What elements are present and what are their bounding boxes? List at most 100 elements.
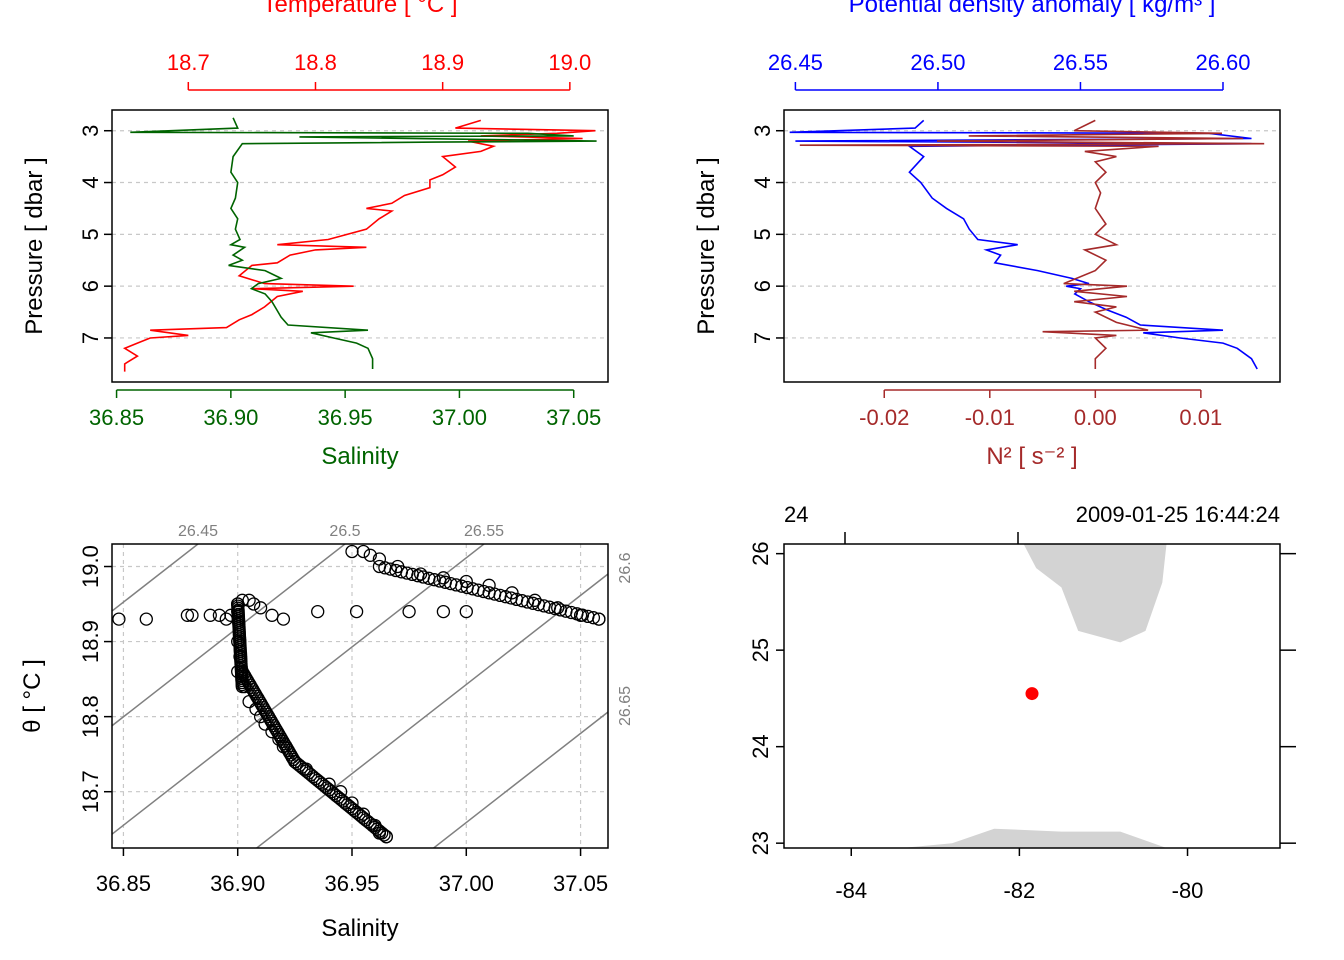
data-point — [139, 612, 153, 626]
ts-diagram-panel: 36.85 36.90 36.95 37.00 37.05 18.7 18.8 18.9 19.… — [19, 523, 634, 942]
isopycnal-label: 26.6 — [617, 552, 634, 583]
isopycnal-label: 26.5 — [329, 523, 360, 540]
top-tick-label: 26.55 — [1053, 50, 1108, 75]
plot-frame — [111, 543, 609, 849]
data-point — [363, 548, 377, 562]
bottom-tick-label: 37.00 — [432, 405, 487, 430]
y-tick-label: 3 — [78, 125, 103, 137]
series-salinity — [130, 117, 597, 369]
top-axis-title: Temperature [ °C ] — [263, 0, 458, 18]
bottom-tick-label: -0.01 — [965, 405, 1015, 430]
isopycnal-label: 26.55 — [464, 523, 504, 540]
top-tick-label: 18.8 — [294, 50, 337, 75]
x-axis-title: Salinity — [321, 915, 398, 942]
data-point — [276, 612, 291, 626]
top-tick-label: 26.45 — [768, 50, 823, 75]
data-point — [402, 604, 416, 619]
bottom-axis-title: N² [ s⁻² ] — [986, 443, 1077, 470]
profile-panel-density-n2: 3 4 5 6 7 26.45 26.50 26.55 26.60 Potential densi… — [693, 0, 1281, 470]
bottom-tick-label: 36.90 — [203, 405, 258, 430]
map-panel: -84 -82 -80 23 24 25 26 24 2009-01-25 16:44:24 — [748, 502, 1296, 903]
data-point — [377, 828, 391, 842]
y-tick-label: 19.0 — [78, 545, 103, 588]
y-tick-label: 4 — [78, 176, 103, 188]
data-point — [356, 807, 371, 821]
timestamp-label: 2009-01-25 16:44:24 — [1076, 502, 1280, 527]
isopycnal-line — [255, 573, 608, 848]
isopycnal-line — [112, 544, 347, 727]
y-tick-label: 26 — [748, 541, 773, 565]
top-left-label: 24 — [784, 502, 808, 527]
series-temperature — [122, 119, 596, 372]
data-point — [203, 608, 217, 622]
top-axis-title: Potential density anomaly [ kg/m³ ] — [849, 0, 1216, 18]
bottom-tick-label: 37.05 — [546, 405, 601, 430]
y-tick-label: 6 — [78, 280, 103, 292]
bottom-tick-label: 0.01 — [1179, 405, 1222, 430]
x-tick-label: -84 — [835, 878, 867, 903]
data-point — [311, 604, 325, 619]
isopycnal-lines — [112, 544, 608, 848]
y-tick-label: 24 — [748, 734, 773, 758]
data-point — [247, 597, 261, 611]
isopycnal-line — [432, 711, 608, 848]
data-point — [253, 601, 268, 615]
y-axis-title: Pressure [ dbar ] — [693, 157, 720, 334]
data-point — [436, 604, 451, 619]
y-tick-label: 7 — [78, 332, 103, 344]
data-point — [212, 608, 227, 622]
data-point — [592, 612, 606, 626]
y-tick-label: 18.8 — [78, 695, 103, 738]
isopycnal-line — [112, 544, 486, 836]
bottom-tick-label: 0.00 — [1074, 405, 1117, 430]
y-tick-label: 18.7 — [78, 770, 103, 813]
y-tick-label: 3 — [750, 125, 775, 137]
y-tick-label: 5 — [750, 228, 775, 240]
y-tick-label: 7 — [750, 332, 775, 344]
data-point — [356, 544, 371, 559]
data-point — [349, 604, 364, 619]
y-tick-label: 5 — [78, 228, 103, 240]
map-frame — [783, 543, 1281, 849]
isopycnal-line — [112, 544, 200, 613]
bottom-axis-title: Salinity — [321, 443, 398, 470]
data-point — [112, 612, 126, 626]
y-tick-label: 25 — [748, 638, 773, 662]
x-tick-label: 36.90 — [210, 871, 265, 896]
top-tick-label: 26.50 — [910, 50, 965, 75]
series-potential-density-anomaly — [789, 119, 1258, 370]
data-point — [185, 608, 199, 622]
x-tick-label: -82 — [1003, 878, 1035, 903]
bottom-tick-label: 36.95 — [318, 405, 373, 430]
isopycnal-label: 26.65 — [617, 686, 634, 726]
x-tick-label: 36.85 — [96, 871, 151, 896]
y-tick-label: 23 — [748, 831, 773, 855]
data-point — [180, 608, 195, 622]
y-axis-title: Pressure [ dbar ] — [21, 157, 48, 334]
series-n- — [799, 119, 1265, 369]
x-tick-label: 37.05 — [553, 871, 608, 896]
plot-frame — [783, 109, 1281, 383]
plot-frame — [111, 109, 609, 383]
scatter-points — [112, 544, 606, 844]
x-tick-label: 36.95 — [324, 871, 379, 896]
land-cuba — [901, 828, 1167, 848]
bottom-tick-label: -0.02 — [859, 405, 909, 430]
top-tick-label: 18.7 — [167, 50, 210, 75]
bottom-tick-label: 36.85 — [89, 405, 144, 430]
data-point — [459, 604, 473, 619]
data-point — [413, 567, 428, 581]
y-tick-label: 4 — [750, 176, 775, 188]
y-axis-title: θ [ °C ] — [19, 659, 46, 733]
data-point — [375, 826, 389, 840]
data-point — [265, 608, 279, 622]
top-tick-label: 18.9 — [421, 50, 464, 75]
top-tick-label: 26.60 — [1195, 50, 1250, 75]
data-point — [586, 611, 601, 625]
isopycnal-label: 26.45 — [178, 523, 218, 540]
station-marker — [1025, 687, 1039, 701]
y-tick-label: 18.9 — [78, 620, 103, 663]
y-tick-label: 6 — [750, 280, 775, 292]
x-tick-label: 37.00 — [439, 871, 494, 896]
